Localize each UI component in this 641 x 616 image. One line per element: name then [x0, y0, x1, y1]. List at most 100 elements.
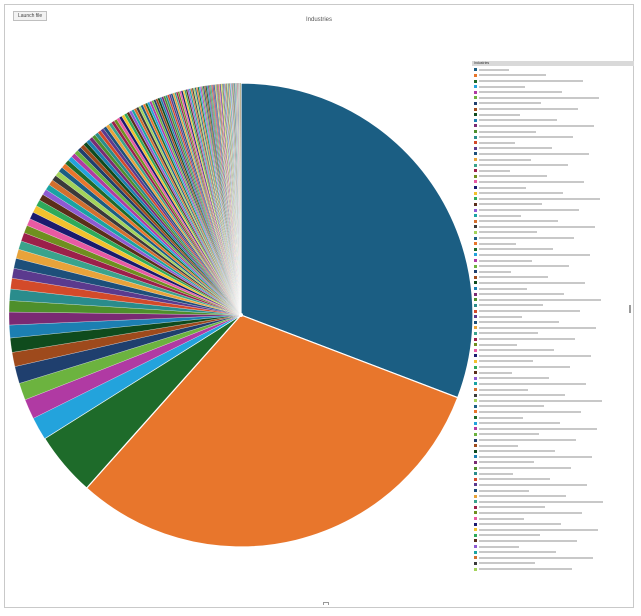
legend-item[interactable]	[472, 359, 634, 365]
legend-item[interactable]	[472, 157, 634, 163]
legend-label-placeholder	[479, 192, 563, 195]
legend-item[interactable]	[472, 420, 634, 426]
legend-item[interactable]	[472, 353, 634, 359]
legend-item[interactable]	[472, 275, 634, 281]
legend-item[interactable]	[472, 286, 634, 292]
legend-item[interactable]	[472, 505, 634, 511]
legend-item[interactable]	[472, 325, 634, 331]
legend-item[interactable]	[472, 263, 634, 269]
legend-item[interactable]	[472, 493, 634, 499]
legend-item[interactable]	[472, 448, 634, 454]
resize-handle[interactable]	[629, 305, 631, 313]
legend-item[interactable]	[472, 549, 634, 555]
legend-item[interactable]	[472, 331, 634, 337]
legend-item[interactable]	[472, 308, 634, 314]
legend-item[interactable]	[472, 117, 634, 123]
legend-item[interactable]	[472, 179, 634, 185]
legend-item[interactable]	[472, 566, 634, 572]
legend-item[interactable]	[472, 432, 634, 438]
legend-item[interactable]	[472, 499, 634, 505]
legend-item[interactable]	[472, 303, 634, 309]
legend-item[interactable]	[472, 454, 634, 460]
legend-item[interactable]	[472, 101, 634, 107]
legend-item[interactable]	[472, 426, 634, 432]
legend-item[interactable]	[472, 347, 634, 353]
legend-item[interactable]	[472, 319, 634, 325]
legend-item[interactable]	[472, 202, 634, 208]
legend-item[interactable]	[472, 555, 634, 561]
legend-item[interactable]	[472, 269, 634, 275]
pie-slice[interactable]	[85, 314, 459, 548]
legend-item[interactable]	[472, 151, 634, 157]
legend-item[interactable]	[472, 185, 634, 191]
legend-item[interactable]	[472, 297, 634, 303]
legend-item[interactable]	[472, 247, 634, 253]
legend-item[interactable]	[472, 280, 634, 286]
legend-label-placeholder	[479, 467, 571, 470]
legend-item[interactable]	[472, 381, 634, 387]
window-tab[interactable]: Launch file	[13, 11, 48, 21]
legend-item[interactable]	[472, 533, 634, 539]
pie-slice[interactable]	[240, 82, 242, 316]
legend-item[interactable]	[472, 224, 634, 230]
legend-item[interactable]	[472, 476, 634, 482]
legend-item[interactable]	[472, 291, 634, 297]
legend-item[interactable]	[472, 398, 634, 404]
legend-item[interactable]	[472, 460, 634, 466]
legend-item[interactable]	[472, 392, 634, 398]
legend-item[interactable]	[472, 404, 634, 410]
legend-item[interactable]	[472, 241, 634, 247]
legend-item[interactable]	[472, 443, 634, 449]
legend-item[interactable]	[472, 561, 634, 567]
legend-item[interactable]	[472, 213, 634, 219]
legend-label-placeholder	[479, 478, 550, 481]
legend-item[interactable]	[472, 78, 634, 84]
legend-item[interactable]	[472, 73, 634, 79]
legend-item[interactable]	[472, 258, 634, 264]
legend-item[interactable]	[472, 516, 634, 522]
legend-item[interactable]	[472, 409, 634, 415]
legend-item[interactable]	[472, 235, 634, 241]
legend-swatch	[474, 550, 477, 554]
legend-item[interactable]	[472, 218, 634, 224]
legend-item[interactable]	[472, 465, 634, 471]
pie-slice[interactable]	[240, 82, 474, 399]
legend-item[interactable]	[472, 471, 634, 477]
legend-item[interactable]	[472, 488, 634, 494]
legend-item[interactable]	[472, 196, 634, 202]
legend-item[interactable]	[472, 544, 634, 550]
legend-item[interactable]	[472, 146, 634, 152]
legend-item[interactable]	[472, 482, 634, 488]
legend-item[interactable]	[472, 140, 634, 146]
legend-item[interactable]	[472, 123, 634, 129]
legend-item[interactable]	[472, 342, 634, 348]
legend-item[interactable]	[472, 527, 634, 533]
legend-item[interactable]	[472, 314, 634, 320]
legend-item[interactable]	[472, 230, 634, 236]
legend-item[interactable]	[472, 174, 634, 180]
legend-item[interactable]	[472, 376, 634, 382]
legend-item[interactable]	[472, 190, 634, 196]
legend-item[interactable]	[472, 106, 634, 112]
legend-item[interactable]	[472, 168, 634, 174]
legend-item[interactable]	[472, 510, 634, 516]
legend-item[interactable]	[472, 207, 634, 213]
legend-item[interactable]	[472, 95, 634, 101]
legend-item[interactable]	[472, 437, 634, 443]
legend-item[interactable]	[472, 134, 634, 140]
legend-item[interactable]	[472, 521, 634, 527]
legend-item[interactable]	[472, 84, 634, 90]
legend-item[interactable]	[472, 387, 634, 393]
legend-item[interactable]	[472, 538, 634, 544]
legend-item[interactable]	[472, 336, 634, 342]
scroll-marker[interactable]	[323, 602, 329, 605]
legend-item[interactable]	[472, 370, 634, 376]
legend-item[interactable]	[472, 252, 634, 258]
legend-item[interactable]	[472, 364, 634, 370]
legend-item[interactable]	[472, 129, 634, 135]
legend-item[interactable]	[472, 89, 634, 95]
legend-item[interactable]	[472, 162, 634, 168]
legend-item[interactable]	[472, 112, 634, 118]
legend-item[interactable]	[472, 67, 634, 73]
legend-item[interactable]	[472, 415, 634, 421]
